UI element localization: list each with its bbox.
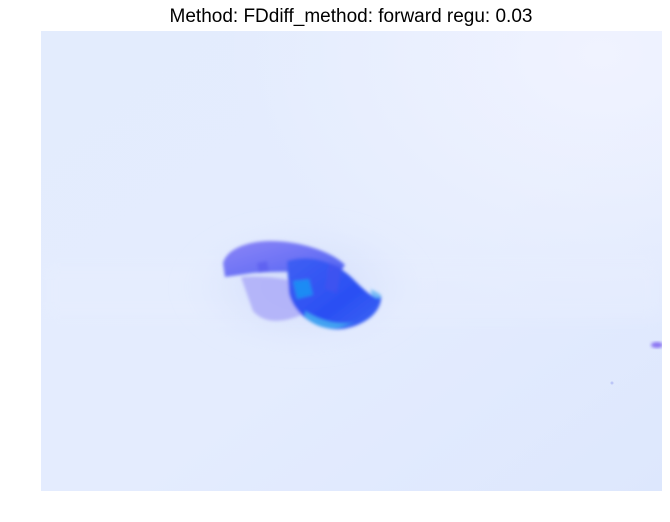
object-main-region	[287, 258, 382, 330]
flow-field-render	[41, 31, 662, 491]
moving-object	[223, 241, 382, 330]
speck-right	[651, 342, 662, 348]
speck-faint	[610, 381, 614, 385]
figure-title: Method: FDdiff_method: forward regu: 0.0…	[169, 6, 533, 27]
flow-visualization-image	[41, 31, 662, 491]
object-cyan-patch	[293, 279, 313, 299]
